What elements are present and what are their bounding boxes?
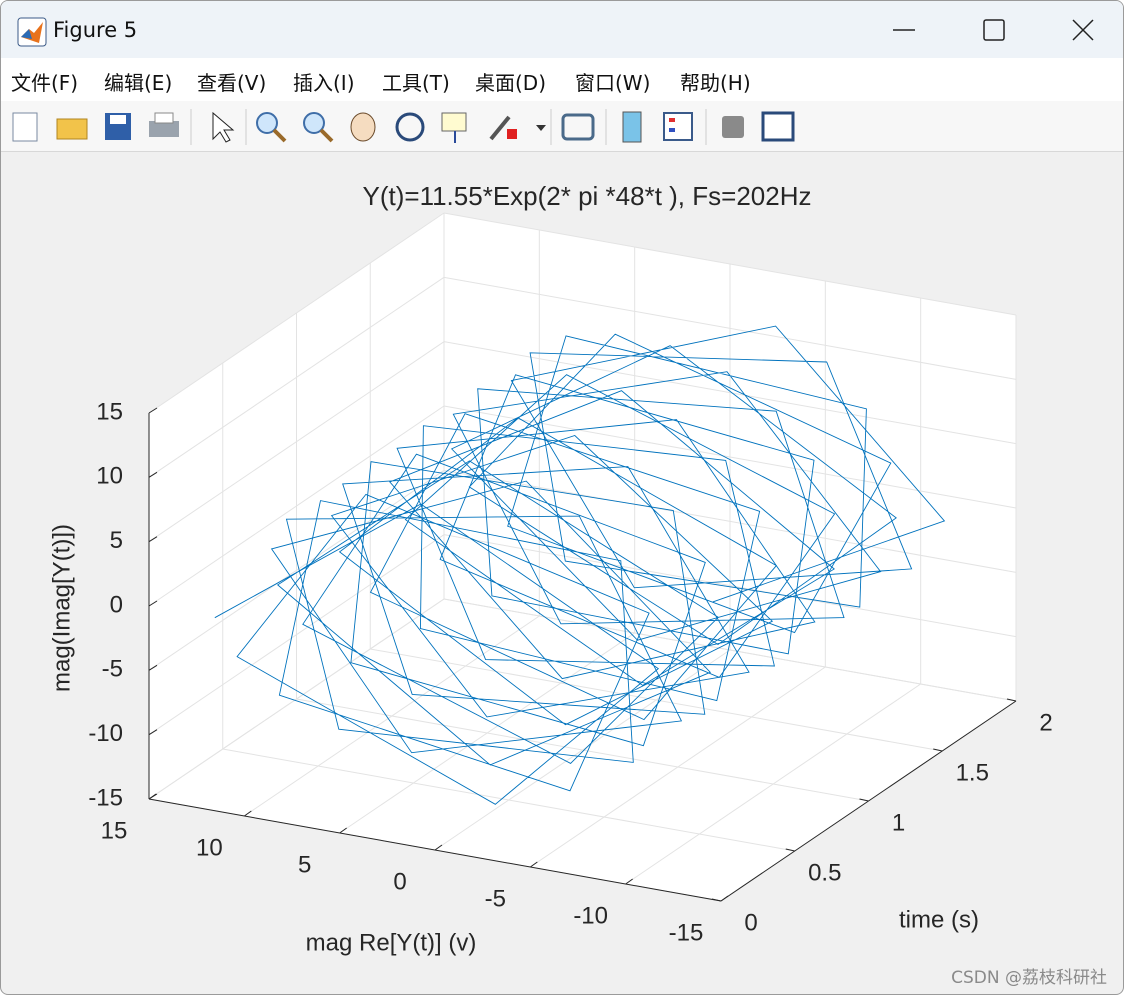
x-tick (933, 748, 943, 752)
grid-line (222, 748, 795, 852)
grid-line (443, 598, 1017, 702)
grid-line (148, 212, 445, 414)
y-tick (244, 810, 252, 817)
grid-line (296, 698, 869, 802)
x-tick (859, 798, 869, 802)
y-tick (530, 861, 538, 868)
x-tick-label: 1.5 (956, 759, 989, 786)
x-tick (785, 848, 795, 852)
z-tick-label: 15 (96, 398, 123, 425)
menu-item[interactable]: 工具(T) (382, 71, 450, 95)
z-tick (148, 407, 158, 414)
z-tick-label: 0 (110, 591, 123, 618)
zoom-in-button[interactable] (256, 112, 287, 143)
y-tick-label: -15 (669, 919, 704, 946)
data-cursor-button[interactable] (441, 112, 467, 143)
menu-item[interactable]: 桌面(D) (475, 71, 547, 95)
x-axis-label: time (s) (899, 906, 979, 933)
window-title: Figure 5 (53, 18, 138, 42)
figure: Y(t)=11.55*Exp(2* pi *48*t ), Fs=202Hz m… (48, 181, 1052, 956)
open-button[interactable] (56, 118, 88, 140)
z-tick-label: -15 (88, 784, 123, 811)
zoom-out-button[interactable] (303, 112, 334, 143)
select-button[interactable] (212, 111, 235, 143)
grid-line (148, 341, 445, 543)
chart-title: Y(t)=11.55*Exp(2* pi *48*t ), Fs=202Hz (363, 181, 812, 211)
grid-line (370, 648, 943, 752)
x-tick-label: 0 (744, 909, 757, 936)
menu-item[interactable]: 窗口(W) (575, 71, 651, 95)
grid-line (443, 212, 1017, 316)
z-tick-label: -5 (102, 656, 123, 683)
grid-line (443, 534, 1017, 638)
z-tick (148, 600, 158, 607)
data-line (214, 325, 946, 805)
grid-line (443, 469, 1017, 573)
z-tick (148, 536, 158, 543)
y-tick (339, 827, 347, 834)
grid-line (443, 341, 1017, 445)
y-tick (148, 793, 157, 800)
y-tick-label: -10 (573, 902, 608, 929)
z-tick-label: 10 (96, 463, 123, 490)
rotate-button[interactable] (395, 112, 425, 142)
grid-line (148, 276, 445, 478)
y-tick-label: 10 (196, 834, 223, 861)
menu-item[interactable]: 查看(V) (197, 71, 267, 95)
z-tick (148, 729, 158, 736)
window-controls (893, 19, 1094, 41)
y-tick-label: 0 (393, 868, 406, 895)
z-axis-label: mag(Imag[Y(t)]) (48, 524, 75, 692)
z-tick-label: -10 (88, 720, 123, 747)
brush-button[interactable] (489, 115, 546, 141)
z-tick-label: 5 (110, 527, 123, 554)
grid-line (443, 276, 1017, 380)
new-button[interactable] (12, 112, 38, 142)
y-axis-label: mag Re[Y(t)] (v) (306, 929, 477, 956)
menu-item[interactable]: 编辑(E) (104, 71, 173, 95)
y-tick-label: 15 (101, 817, 128, 844)
grid-line (148, 469, 445, 671)
toolbar-icons (12, 109, 795, 145)
toolbar (1, 101, 1123, 152)
maximize-button[interactable] (983, 19, 1005, 41)
link-button[interactable] (561, 113, 595, 141)
y-tick (434, 844, 443, 851)
pan-button[interactable] (350, 112, 376, 142)
x-tick-label: 2 (1039, 709, 1052, 736)
x-tick-label: 1 (892, 809, 905, 836)
x-tick-label: 0.5 (808, 859, 841, 886)
hide-tools-button[interactable] (722, 116, 744, 138)
z-tick (148, 664, 158, 671)
print-button[interactable] (149, 112, 179, 137)
title-bar: Figure 5 (1, 1, 1123, 58)
y-tick-label: -5 (485, 885, 506, 912)
app-icon (17, 17, 47, 47)
dock-button[interactable] (761, 111, 795, 142)
close-button[interactable] (1072, 19, 1094, 41)
watermark: CSDN @荔枝科研社 (951, 968, 1107, 988)
menu-bar: 文件(F) 编辑(E) 查看(V) 插入(I) 工具(T) 桌面(D) 窗口(W) 帮助(H) (1, 58, 1123, 101)
colorbar-button[interactable] (622, 111, 642, 143)
y-tick-label: 5 (298, 851, 311, 878)
x-tick (711, 898, 722, 902)
x-tick (1006, 698, 1017, 702)
grid-line (148, 405, 445, 607)
menu-item[interactable]: 文件(F) (11, 71, 79, 95)
menu-item[interactable]: 帮助(H) (680, 71, 751, 95)
grid-line (148, 598, 445, 800)
save-button[interactable] (105, 113, 131, 140)
y-tick (720, 895, 729, 902)
y-tick (625, 878, 633, 885)
menu-item[interactable]: 插入(I) (293, 71, 355, 95)
grid-line (148, 534, 445, 736)
legend-button[interactable] (663, 112, 693, 141)
z-tick (148, 471, 158, 478)
